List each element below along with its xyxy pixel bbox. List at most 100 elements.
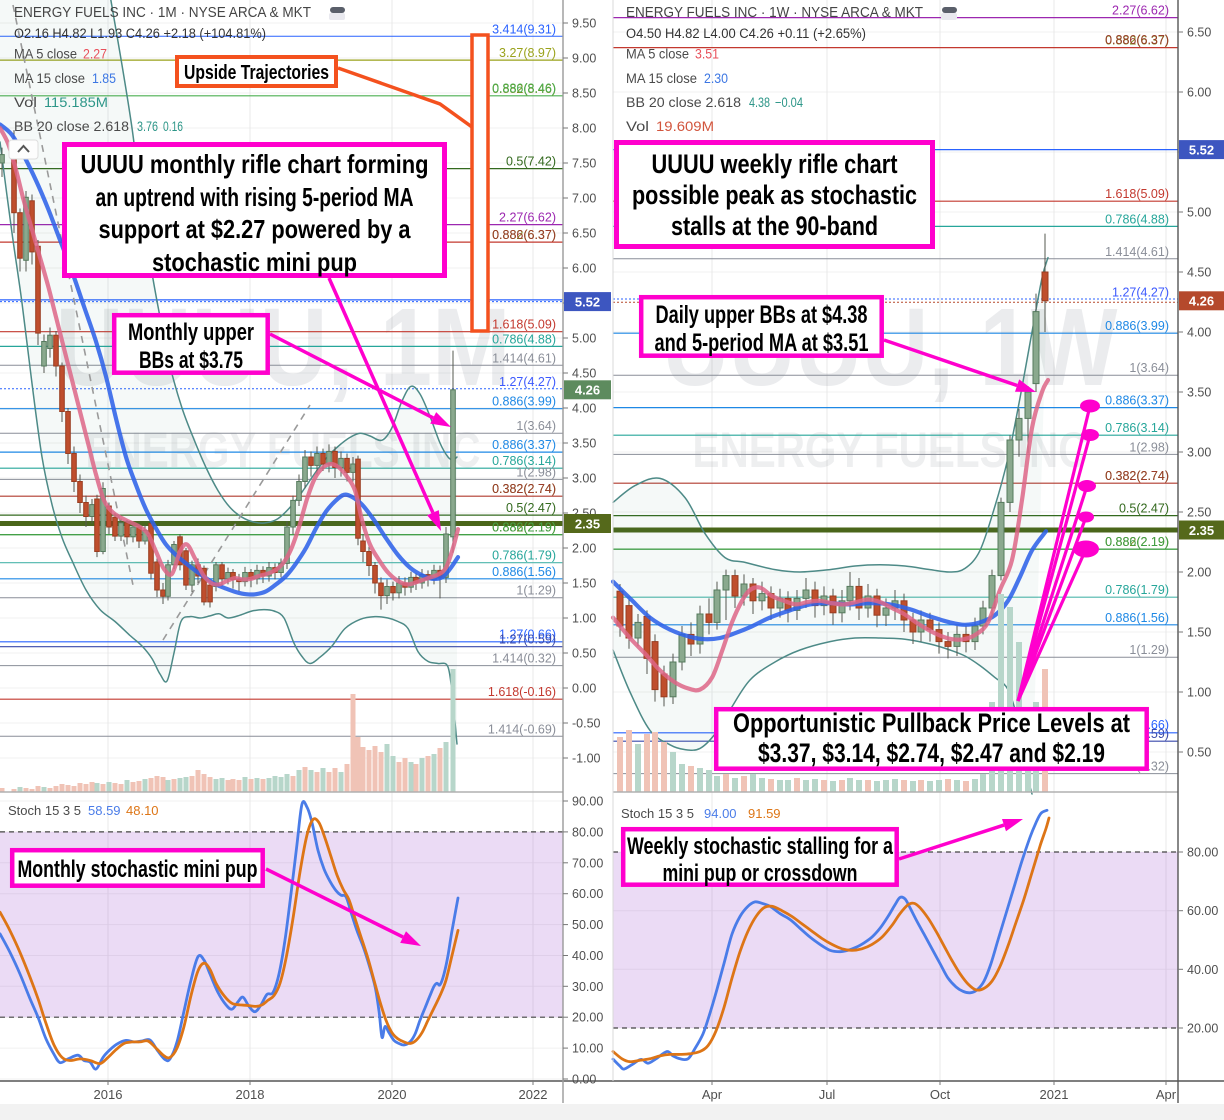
- svg-text:60.00: 60.00: [1187, 904, 1218, 918]
- svg-text:1.414(4.61): 1.414(4.61): [1105, 245, 1169, 259]
- svg-text:0.382(2.74): 0.382(2.74): [1105, 469, 1169, 483]
- svg-text:0.00: 0.00: [572, 682, 596, 696]
- svg-text:4.26: 4.26: [1189, 294, 1214, 309]
- svg-text:40.00: 40.00: [572, 949, 603, 963]
- svg-text:1.27(4.27): 1.27(4.27): [1112, 286, 1169, 300]
- svg-text:115.185M: 115.185M: [44, 95, 108, 110]
- svg-text:1.50: 1.50: [572, 577, 596, 591]
- svg-text:90.00: 90.00: [572, 795, 603, 809]
- svg-text:0.886(6.37): 0.886(6.37): [1105, 33, 1169, 47]
- svg-text:70.00: 70.00: [572, 856, 603, 870]
- svg-text:1.618(-0.16): 1.618(-0.16): [488, 685, 556, 699]
- svg-text:-0.50: -0.50: [572, 717, 601, 731]
- svg-text:UUUU monthly rifle chart formi: UUUU monthly rifle chart forming: [81, 149, 429, 179]
- svg-text:0.882(8.46): 0.882(8.46): [492, 82, 556, 96]
- svg-text:91.59: 91.59: [748, 806, 781, 821]
- svg-text:1(3.64): 1(3.64): [516, 419, 556, 433]
- svg-text:O4.50 H4.82 L4.00 C4.26 +0.11: O4.50 H4.82 L4.00 C4.26 +0.11 (+2.65%): [626, 26, 866, 41]
- svg-text:1.618(5.09): 1.618(5.09): [1105, 187, 1169, 201]
- svg-text:4.50: 4.50: [1187, 266, 1211, 280]
- svg-text:80.00: 80.00: [1187, 846, 1218, 860]
- svg-text:0.786(3.14): 0.786(3.14): [1105, 421, 1169, 435]
- svg-text:1.50: 1.50: [1187, 626, 1211, 640]
- svg-text:3.76: 3.76: [137, 119, 158, 134]
- svg-text:Weekly stochastic stalling for: Weekly stochastic stalling for a: [627, 833, 893, 860]
- svg-text:2018: 2018: [236, 1087, 265, 1102]
- svg-text:1.618(5.09): 1.618(5.09): [492, 318, 556, 332]
- svg-text:ENERGY FUELS INC · 1M · NYSE A: ENERGY FUELS INC · 1M · NYSE ARCA & MKT: [14, 4, 311, 21]
- svg-text:9.50: 9.50: [572, 17, 596, 31]
- svg-text:1.414(4.61): 1.414(4.61): [492, 351, 556, 365]
- svg-text:3.00: 3.00: [1187, 446, 1211, 460]
- svg-text:−0.04: −0.04: [775, 95, 803, 110]
- svg-text:0.5(2.47): 0.5(2.47): [1119, 502, 1169, 516]
- svg-text:and 5-period MA at $3.51: and 5-period MA at $3.51: [655, 329, 869, 357]
- svg-text:30.00: 30.00: [572, 980, 603, 994]
- svg-text:1.27(4.27): 1.27(4.27): [499, 375, 556, 389]
- svg-text:MA 5 close: MA 5 close: [14, 47, 77, 62]
- svg-text:0.882(6.37): 0.882(6.37): [492, 228, 556, 242]
- svg-text:1.85: 1.85: [92, 71, 116, 86]
- svg-text:0.786(3.14): 0.786(3.14): [492, 454, 556, 468]
- svg-text:2.27(6.62): 2.27(6.62): [499, 211, 556, 225]
- svg-text:0.886(3.37): 0.886(3.37): [1105, 394, 1169, 408]
- svg-text:O2.16 H4.82 L1.93 C4.26 +2.18: O2.16 H4.82 L1.93 C4.26 +2.18 (+104.81%): [14, 26, 266, 41]
- svg-text:0.886(1.56): 0.886(1.56): [492, 565, 556, 579]
- svg-text:2.00: 2.00: [1187, 566, 1211, 580]
- svg-text:0.382(2.74): 0.382(2.74): [492, 482, 556, 496]
- svg-text:0.882(2.19): 0.882(2.19): [492, 521, 556, 535]
- svg-text:3.51: 3.51: [695, 47, 719, 62]
- svg-text:0.50: 0.50: [572, 647, 596, 661]
- svg-text:2022: 2022: [519, 1087, 548, 1102]
- svg-text:Upside Trajectories: Upside Trajectories: [184, 62, 329, 84]
- svg-text:2.35: 2.35: [1189, 523, 1214, 538]
- svg-text:8.00: 8.00: [572, 122, 596, 136]
- svg-text:0.786(1.79): 0.786(1.79): [492, 549, 556, 563]
- svg-text:MA 15 close: MA 15 close: [14, 71, 85, 86]
- svg-text:-1.00: -1.00: [572, 752, 601, 766]
- svg-text:$3.37, $3.14, $2.74, $2.47 and: $3.37, $3.14, $2.74, $2.47 and $2.19: [758, 738, 1105, 768]
- svg-text:mini pup or crossdown: mini pup or crossdown: [663, 860, 858, 887]
- svg-text:7.00: 7.00: [572, 192, 596, 206]
- svg-text:1(1.29): 1(1.29): [516, 584, 556, 598]
- svg-text:an uptrend with rising 5-perio: an uptrend with rising 5-period MA: [96, 182, 414, 212]
- svg-text:4.38: 4.38: [749, 95, 770, 110]
- svg-text:6.00: 6.00: [1187, 86, 1211, 100]
- svg-text:Apr: Apr: [1156, 1087, 1177, 1102]
- svg-text:6.50: 6.50: [1187, 26, 1211, 40]
- svg-text:3.27(8.97): 3.27(8.97): [499, 46, 556, 60]
- svg-text:3.50: 3.50: [1187, 386, 1211, 400]
- svg-text:Vol: Vol: [14, 95, 37, 110]
- svg-text:0.786(1.79): 0.786(1.79): [1105, 583, 1169, 597]
- svg-text:MA 15 close: MA 15 close: [626, 71, 697, 86]
- svg-text:4.00: 4.00: [572, 402, 596, 416]
- svg-text:6.50: 6.50: [572, 227, 596, 241]
- svg-text:3.50: 3.50: [572, 437, 596, 451]
- svg-text:5.52: 5.52: [1189, 142, 1214, 157]
- svg-text:2020: 2020: [378, 1087, 407, 1102]
- svg-text:0.16: 0.16: [163, 119, 183, 134]
- svg-text:1.00: 1.00: [572, 612, 596, 626]
- svg-text:2016: 2016: [94, 1087, 123, 1102]
- svg-text:Stoch 15 3 5: Stoch 15 3 5: [8, 803, 81, 818]
- svg-text:ENERGY FUELS INC · 1W · NYSE A: ENERGY FUELS INC · 1W · NYSE ARCA & MKT: [626, 4, 923, 21]
- svg-text:0.882(2.19): 0.882(2.19): [1105, 535, 1169, 549]
- svg-text:Vol: Vol: [626, 119, 649, 134]
- svg-text:20.00: 20.00: [1187, 1022, 1218, 1036]
- svg-text:0.886(3.99): 0.886(3.99): [1105, 319, 1169, 333]
- svg-text:1(3.64): 1(3.64): [1129, 361, 1169, 375]
- svg-text:1.00: 1.00: [1187, 686, 1211, 700]
- svg-text:Apr: Apr: [702, 1087, 723, 1102]
- svg-text:0.382(2.74): 0.382(2.74): [492, 482, 556, 496]
- svg-text:MA 5 close: MA 5 close: [626, 47, 689, 62]
- svg-text:0.5(7.42): 0.5(7.42): [506, 155, 556, 169]
- svg-text:5.00: 5.00: [572, 332, 596, 346]
- svg-text:9.00: 9.00: [572, 52, 596, 66]
- svg-text:support at $2.27 powered by a: support at $2.27 powered by a: [99, 214, 411, 244]
- svg-text:6.00: 6.00: [572, 262, 596, 276]
- svg-text:58.59: 58.59: [88, 803, 121, 818]
- svg-text:0.882(6.37): 0.882(6.37): [1105, 34, 1169, 48]
- svg-text:Jul: Jul: [819, 1087, 836, 1102]
- svg-text:stochastic mini pup: stochastic mini pup: [152, 247, 357, 277]
- svg-text:Monthly stochastic mini pup: Monthly stochastic mini pup: [18, 856, 258, 883]
